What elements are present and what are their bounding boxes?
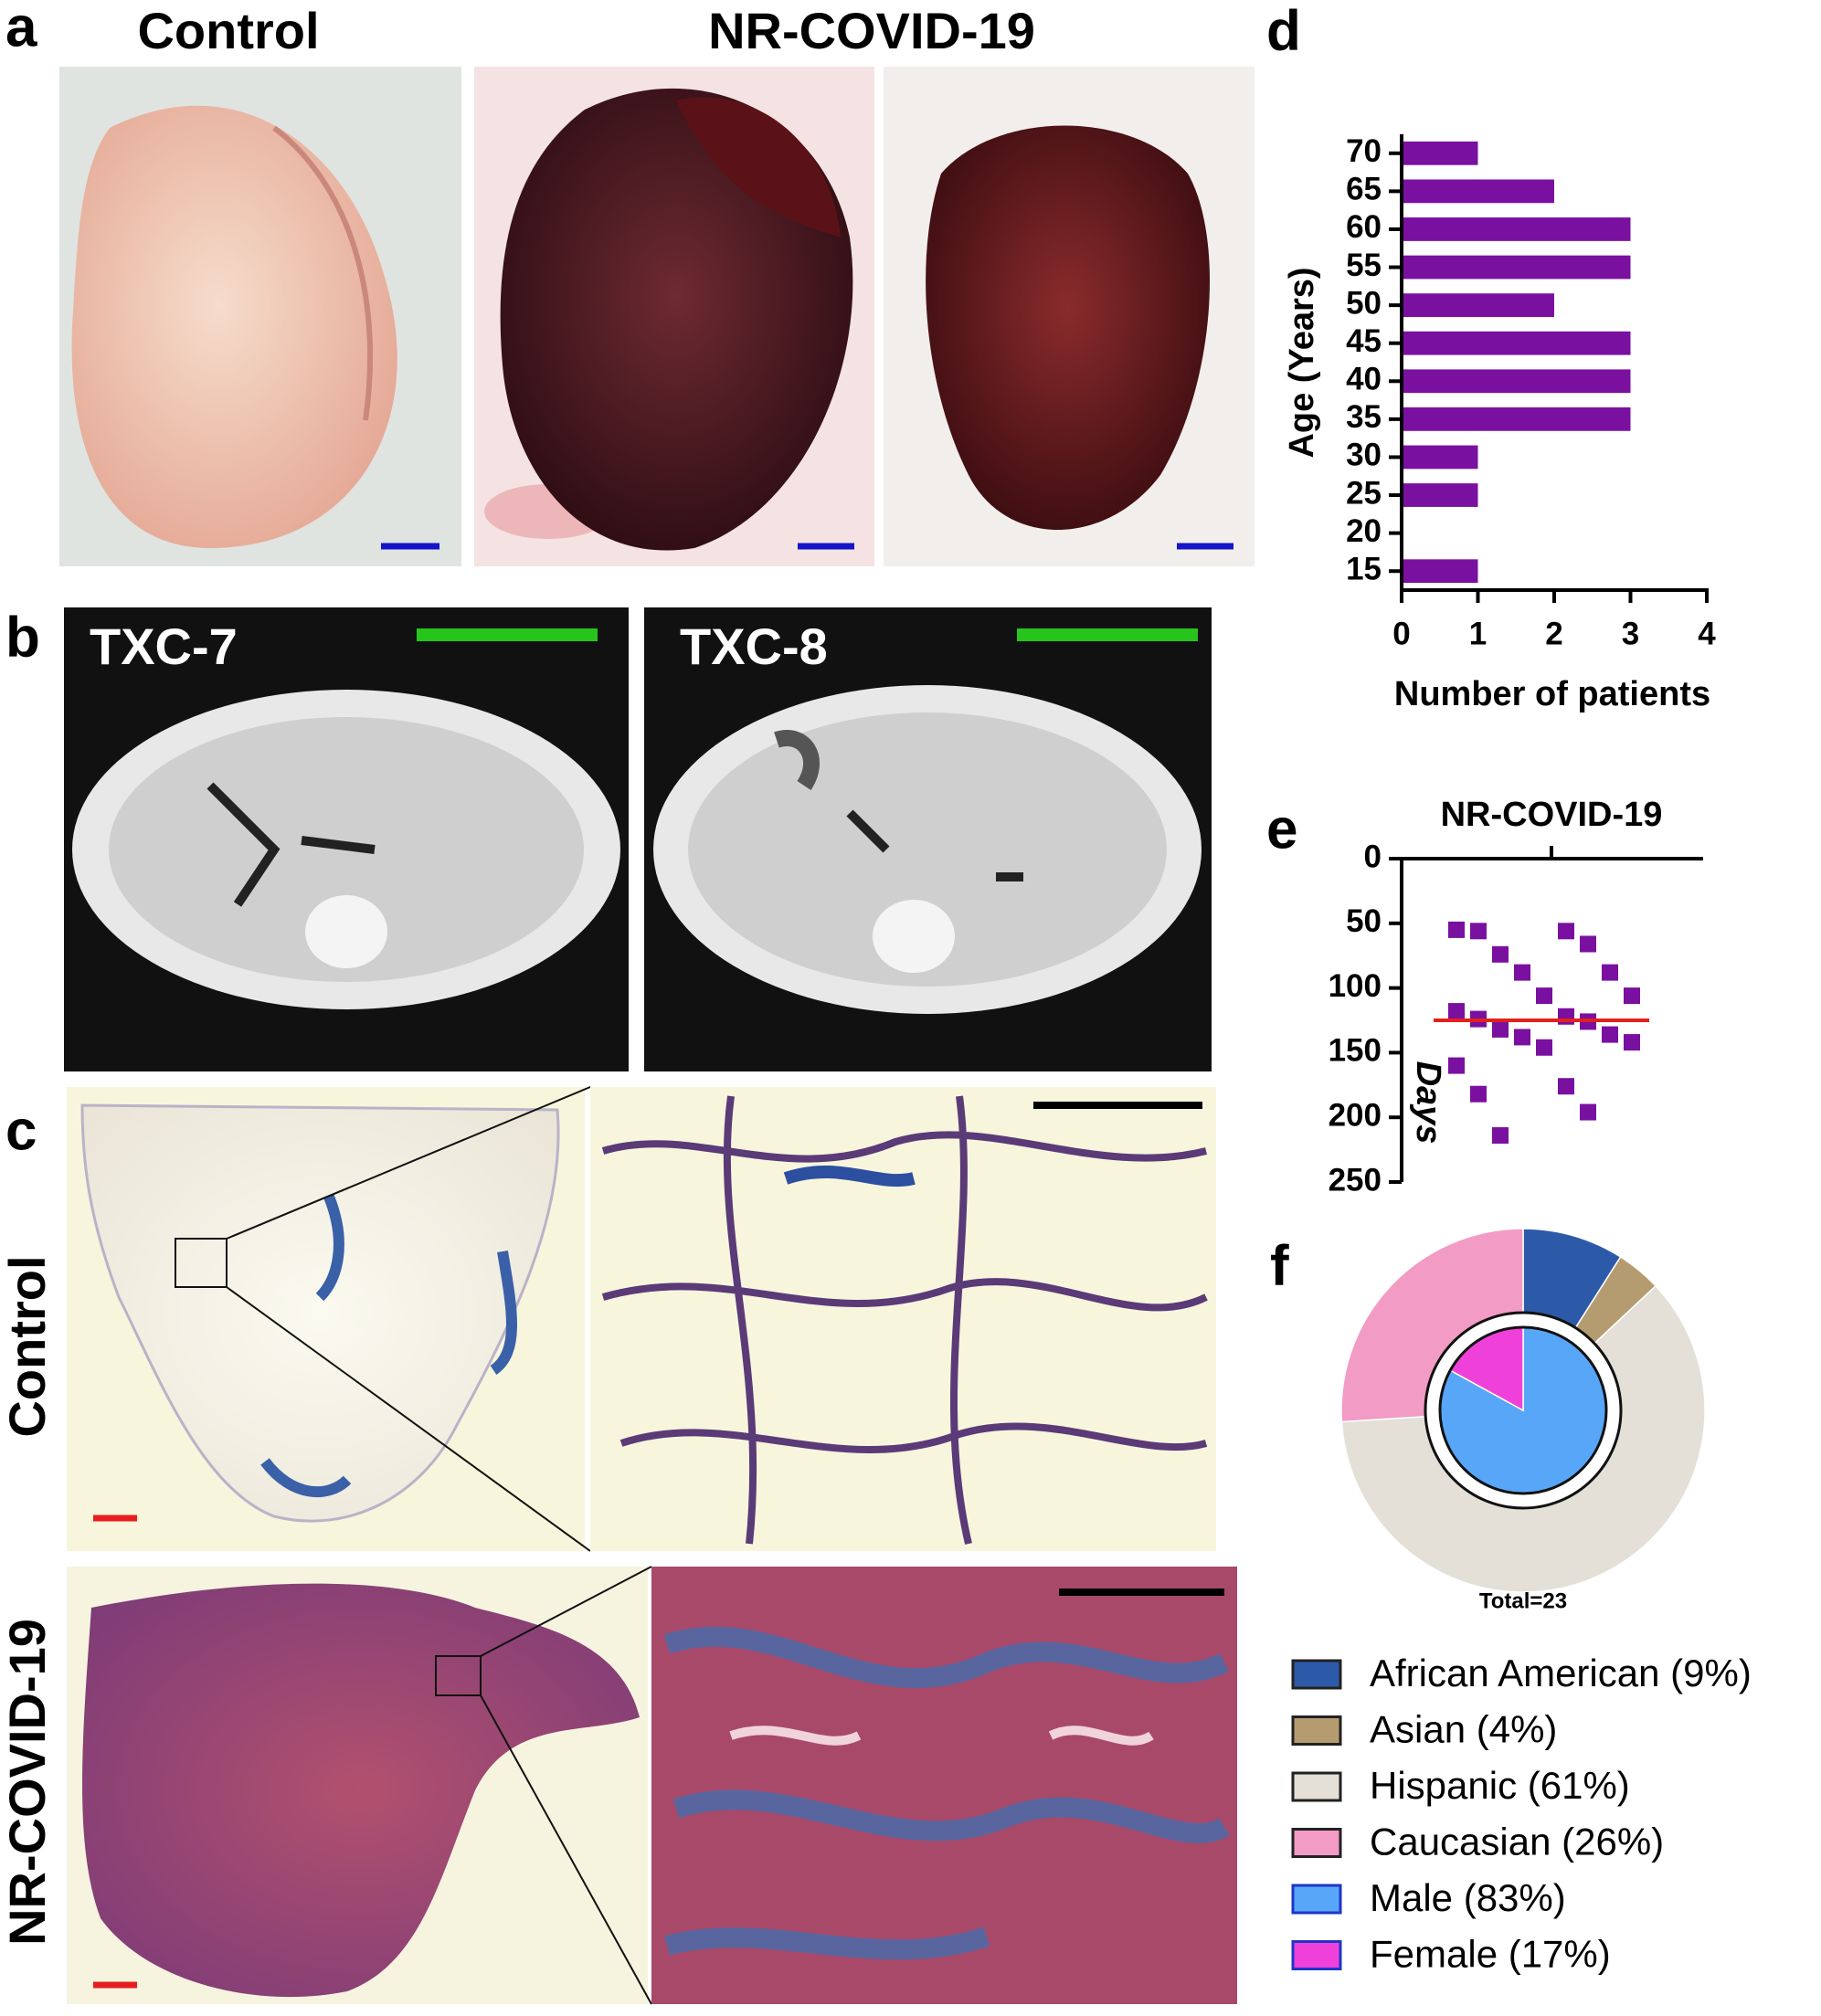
data-point	[1536, 1039, 1552, 1056]
x-tick-label: 3	[1622, 616, 1639, 651]
bar	[1402, 445, 1478, 470]
photo-control-lung	[59, 67, 461, 566]
y-tick-label: 250	[1329, 1162, 1382, 1198]
y-axis-label: Days	[1409, 1061, 1447, 1145]
panel-title: Control	[137, 2, 319, 59]
row-label: Control	[0, 1255, 56, 1437]
y-tick-label: 15	[1346, 551, 1382, 586]
legend-label: Caucasian (26%)	[1370, 1821, 1664, 1863]
data-point	[1470, 923, 1487, 940]
histology-covid	[67, 1566, 652, 2005]
panel-letter: c	[5, 1099, 37, 1162]
pie-outline	[1438, 1325, 1608, 1495]
bar	[1402, 217, 1631, 241]
bar	[1402, 369, 1631, 394]
data-point	[1448, 921, 1465, 938]
data-point	[1536, 987, 1552, 1005]
histology-control	[67, 1086, 591, 1552]
data-point	[1580, 1103, 1596, 1121]
histology-control-zoom	[590, 1087, 1216, 1551]
bar	[1402, 141, 1478, 165]
data-point	[1492, 1020, 1509, 1038]
y-tick-label: 50	[1346, 285, 1382, 321]
legend-swatch	[1291, 1940, 1342, 1970]
y-tick-label: 150	[1329, 1033, 1382, 1069]
x-tick-label: 1	[1469, 616, 1487, 651]
data-point	[1448, 1057, 1465, 1074]
bar	[1402, 293, 1554, 318]
panel-letter: b	[5, 606, 40, 669]
legend-label: Hispanic (61%)	[1370, 1764, 1630, 1807]
y-tick-label: 35	[1346, 399, 1382, 435]
legend-label: Male (83%)	[1370, 1876, 1566, 1919]
photo-covid-lung-1	[474, 67, 874, 566]
ct-scan-1	[64, 607, 629, 1071]
panel-letter: d	[1266, 0, 1301, 62]
legend-swatch	[1291, 1659, 1342, 1690]
data-point	[1470, 1085, 1487, 1103]
x-tick-label: 4	[1698, 616, 1716, 651]
chart-title: NR-COVID-19	[1441, 796, 1663, 834]
data-point	[1580, 935, 1596, 953]
legend-swatch	[1291, 1884, 1342, 1915]
legend-swatch	[1291, 1828, 1342, 1858]
data-point	[1558, 923, 1574, 940]
bar	[1402, 331, 1631, 355]
y-tick-label: 50	[1346, 903, 1382, 939]
ct-label: TXC-8	[680, 617, 828, 675]
data-point	[1492, 945, 1509, 963]
pie-caption: Total=23	[1479, 1589, 1567, 1613]
data-point	[1514, 1029, 1530, 1046]
data-point	[1602, 1026, 1618, 1043]
panel-letter: e	[1266, 797, 1297, 860]
legend-swatch	[1291, 1715, 1342, 1746]
panel-letter: f	[1270, 1234, 1289, 1297]
y-tick-label: 100	[1329, 968, 1382, 1004]
data-point	[1448, 1003, 1465, 1020]
y-tick-label: 200	[1329, 1097, 1382, 1133]
y-tick-label: 30	[1346, 438, 1382, 473]
y-tick-label: 55	[1346, 248, 1382, 283]
ct-scan-2	[644, 607, 1212, 1071]
photo-covid-lung-2	[884, 67, 1255, 566]
y-tick-label: 45	[1346, 323, 1382, 359]
bar	[1402, 255, 1631, 280]
bar	[1402, 483, 1478, 507]
data-point	[1624, 1034, 1640, 1051]
ct-label: TXC-7	[90, 617, 238, 675]
data-point	[1558, 1078, 1574, 1095]
y-axis-label: Age (Years)	[1283, 267, 1321, 458]
data-point	[1602, 964, 1618, 981]
y-tick-label: 65	[1346, 172, 1382, 207]
x-axis-label: Number of patients	[1394, 675, 1710, 713]
bar	[1402, 406, 1631, 431]
data-point	[1624, 987, 1640, 1005]
histology-covid-zoom	[651, 1567, 1237, 2004]
legend-swatch	[1291, 1771, 1342, 1802]
row-label: NR-COVID-19	[0, 1619, 56, 1946]
legend-label: African American (9%)	[1370, 1652, 1752, 1694]
y-tick-label: 25	[1346, 475, 1382, 511]
bar	[1402, 559, 1478, 584]
legend-label: Female (17%)	[1370, 1933, 1611, 1976]
legend-label: Asian (4%)	[1370, 1708, 1557, 1751]
data-point	[1492, 1127, 1509, 1145]
y-tick-label: 0	[1364, 839, 1382, 874]
panel-title: NR-COVID-19	[708, 2, 1035, 59]
data-point	[1514, 964, 1530, 981]
bar	[1402, 179, 1554, 204]
y-tick-label: 20	[1346, 513, 1382, 549]
y-tick-label: 40	[1346, 362, 1382, 397]
panel-letter: a	[5, 0, 37, 58]
data-point	[1558, 1008, 1574, 1025]
x-tick-label: 2	[1545, 616, 1562, 651]
y-tick-label: 60	[1346, 209, 1382, 245]
x-tick-label: 0	[1392, 616, 1410, 651]
y-tick-label: 70	[1346, 133, 1382, 169]
